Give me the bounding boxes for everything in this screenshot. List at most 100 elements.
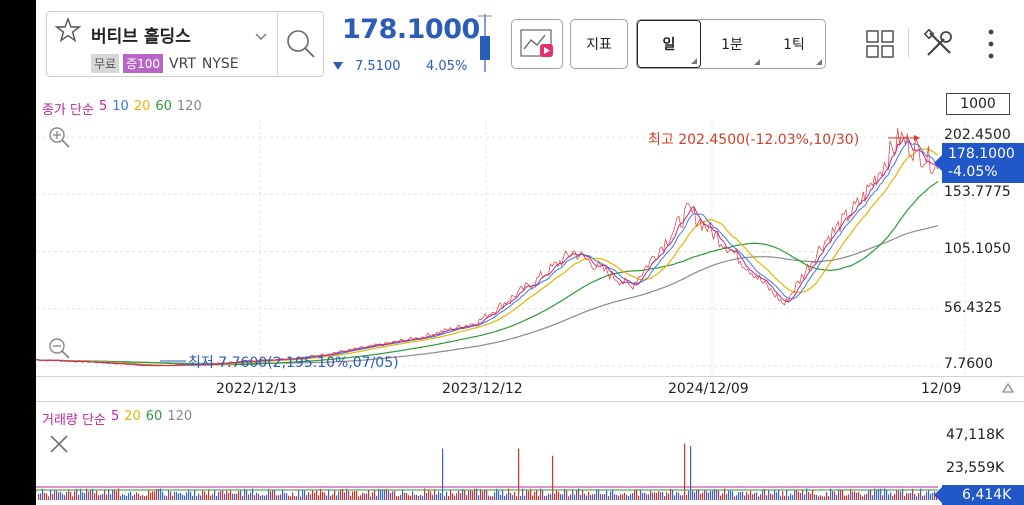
volume-bar: [112, 490, 114, 500]
volume-bar: [812, 490, 814, 500]
volume-bar: [94, 493, 96, 500]
volume-bar: [230, 489, 232, 500]
volume-bar: [792, 495, 794, 500]
period-1min-tab[interactable]: 1분: [701, 20, 763, 68]
volume-bar: [884, 488, 886, 500]
stock-chart-app: 버티브 홀딩스 무료 증100 VRT NYSE 178.1000 7.5100…: [36, 0, 1024, 505]
volume-bar: [592, 494, 594, 500]
volume-bar: [642, 492, 644, 500]
volume-bar: [446, 491, 448, 500]
volume-bar: [782, 491, 784, 500]
period-1tick-tab[interactable]: 1틱: [763, 20, 825, 68]
volume-bar: [872, 495, 874, 500]
volume-bar: [196, 496, 198, 500]
volume-bar: [618, 496, 620, 500]
volume-bar: [622, 494, 624, 500]
volume-bar: [390, 492, 392, 500]
volume-bar: [384, 489, 386, 500]
volume-bar: [658, 491, 660, 500]
volume-bar: [56, 490, 58, 500]
chart-video-button[interactable]: [511, 19, 563, 69]
volume-bar: [424, 488, 426, 500]
volume-bar: [770, 493, 772, 500]
volume-bar: [268, 489, 270, 500]
tools-icon[interactable]: [924, 29, 954, 59]
indicator-button[interactable]: 지표: [570, 19, 628, 69]
volume-bar: [854, 491, 856, 500]
price-chart[interactable]: [36, 0, 1024, 505]
volume-bar: [154, 491, 156, 500]
collapse-up-icon[interactable]: [1002, 383, 1014, 393]
volume-bar: [704, 490, 706, 500]
chevron-down-icon[interactable]: [255, 32, 267, 42]
volume-bar: [544, 495, 546, 500]
volume-bar: [240, 490, 242, 500]
volume-bar: [636, 489, 638, 500]
volume-bar: [616, 494, 618, 500]
volume-bar: [144, 496, 146, 500]
volume-bar: [234, 493, 236, 500]
volume-bar: [400, 494, 402, 500]
volume-bar: [572, 489, 574, 500]
search-icon[interactable]: [285, 28, 317, 60]
grid-icon[interactable]: [866, 30, 894, 58]
volume-bar: [664, 496, 666, 500]
ma-legend-label: 종가 단순: [42, 103, 94, 118]
favorite-star-icon[interactable]: [55, 17, 81, 43]
volume-bar: [162, 491, 164, 500]
volume-bar: [882, 495, 884, 500]
vol-ma-60: 60: [145, 409, 163, 424]
volume-bar: [398, 496, 400, 500]
volume-bar: [72, 496, 74, 500]
volume-bar: [220, 491, 222, 500]
volume-bar: [280, 494, 282, 500]
ma-20-line: [36, 148, 939, 367]
volume-bar: [730, 490, 732, 500]
volume-bar: [800, 492, 802, 500]
period-day-tab[interactable]: 일: [637, 20, 701, 68]
stock-tags: 무료 증100 VRT NYSE: [91, 54, 239, 73]
volume-bar: [804, 494, 806, 500]
volume-bar: [714, 488, 716, 500]
zoom-out-icon[interactable]: [48, 337, 70, 359]
volume-bar: [878, 488, 880, 500]
volume-bar: [364, 493, 366, 500]
volume-bar: [82, 492, 84, 500]
high-annotation: 최고 202.4500(-12.03%,10/30): [648, 132, 860, 148]
volume-bar: [328, 489, 330, 500]
volume-bar: [104, 489, 106, 500]
y-axis-label: 56.4325: [944, 300, 1002, 316]
volume-bar: [486, 489, 488, 500]
range-count-box[interactable]: 1000: [946, 93, 1010, 115]
volume-bar: [250, 492, 252, 500]
volume-bar: [338, 491, 340, 500]
volume-bar: [288, 495, 290, 500]
volume-bar: [496, 488, 498, 500]
volume-bar: [178, 493, 180, 500]
volume-bar: [802, 489, 804, 500]
stock-selector[interactable]: 버티브 홀딩스 무료 증100 VRT NYSE: [46, 11, 324, 77]
volume-bar: [866, 493, 868, 500]
volume-bar: [726, 494, 728, 500]
volume-bar: [902, 488, 904, 500]
current-price: 178.1000: [342, 14, 480, 45]
volume-bar: [728, 490, 730, 500]
volume-bar: [414, 494, 416, 500]
volume-bar: [786, 490, 788, 500]
zoom-in-icon[interactable]: [48, 126, 70, 148]
volume-bar: [176, 492, 178, 500]
volume-bar: [562, 494, 564, 500]
volume-bar: [264, 495, 266, 500]
volume-bar: [356, 491, 358, 500]
volume-bar: [814, 494, 816, 500]
volume-bar: [692, 490, 694, 500]
volume-bar: [136, 492, 138, 500]
volume-bar: [716, 490, 718, 500]
volume-bar: [646, 494, 648, 500]
volume-bar: [748, 494, 750, 500]
close-icon[interactable]: [49, 434, 69, 454]
volume-bar: [362, 492, 364, 500]
volume-bar: [788, 496, 790, 500]
y-axis-label: 105.1050: [944, 241, 1011, 257]
more-vertical-icon[interactable]: [986, 28, 996, 60]
